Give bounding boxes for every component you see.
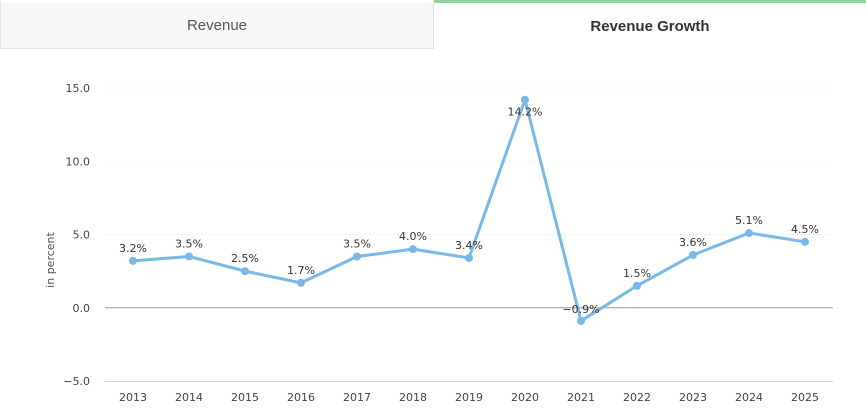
data-point[interactable] (521, 95, 529, 104)
x-tick-label: 2022 (623, 391, 651, 404)
data-point[interactable] (633, 281, 641, 290)
y-tick-label: −5.0 (63, 375, 90, 388)
tab-revenue-growth[interactable]: Revenue Growth (434, 0, 866, 50)
x-tick-label: 2016 (287, 391, 315, 404)
data-label: 14.2% (508, 106, 543, 119)
x-tick-label: 2025 (791, 391, 819, 404)
series-line (132, 98, 806, 323)
y-tick-label: 5.0 (73, 229, 91, 242)
data-label: −0.9% (562, 303, 599, 316)
data-label: 3.2% (119, 242, 147, 255)
data-label: 2.5% (231, 252, 259, 265)
y-axis-title: in percent (44, 231, 57, 287)
data-point[interactable] (409, 245, 417, 254)
line-chart: 15.0 10.0 5.0 0.0 −5.0 2013 2014 2015 2016 2017 20… (44, 82, 833, 404)
data-label: 3.6% (679, 236, 707, 249)
data-point[interactable] (745, 229, 753, 238)
tab-revenue[interactable]: Revenue (0, 0, 434, 49)
x-tick-label: 2019 (455, 391, 483, 404)
x-tick-label: 2023 (679, 391, 707, 404)
data-label: 4.5% (791, 223, 819, 236)
data-point[interactable] (297, 278, 305, 287)
x-tick-label: 2014 (175, 391, 203, 404)
y-tick-label: 10.0 (66, 155, 91, 168)
data-label: 3.4% (455, 239, 483, 252)
data-point[interactable] (185, 252, 193, 261)
data-point[interactable] (689, 251, 697, 260)
y-tick-label: 15.0 (66, 82, 91, 95)
data-point[interactable] (353, 252, 361, 261)
data-point[interactable] (241, 267, 249, 276)
tab-bar: Revenue Revenue Growth (0, 0, 866, 50)
data-label: 1.7% (287, 264, 315, 277)
axis-layer: 15.0 10.0 5.0 0.0 −5.0 2013 2014 2015 2016 2017 20… (63, 82, 833, 404)
data-point[interactable] (465, 253, 473, 262)
data-label: 3.5% (175, 237, 203, 250)
revenue-growth-chart: 15.0 10.0 5.0 0.0 −5.0 2013 2014 2015 2016 2017 20… (0, 50, 866, 408)
series-layer (129, 95, 809, 325)
data-point[interactable] (577, 316, 585, 325)
x-tick-label: 2024 (735, 391, 763, 404)
x-tick-label: 2015 (231, 391, 259, 404)
data-label-layer: 3.2% 3.5% 2.5% 1.7% 3.5% 4.0% 3.4% 14.2% −0.9% 1.… (119, 106, 819, 316)
grid-layer (105, 87, 833, 309)
data-label: 5.1% (735, 214, 763, 227)
x-tick-label: 2021 (567, 391, 595, 404)
x-tick-label: 2018 (399, 391, 427, 404)
data-label: 3.5% (343, 237, 371, 250)
data-label: 1.5% (623, 267, 651, 280)
data-point[interactable] (129, 256, 137, 265)
x-tick-label: 2013 (119, 391, 147, 404)
y-tick-label: 0.0 (73, 302, 91, 315)
x-tick-label: 2017 (343, 391, 371, 404)
data-label: 4.0% (399, 230, 427, 243)
data-point[interactable] (801, 237, 809, 246)
x-tick-label: 2020 (511, 391, 539, 404)
